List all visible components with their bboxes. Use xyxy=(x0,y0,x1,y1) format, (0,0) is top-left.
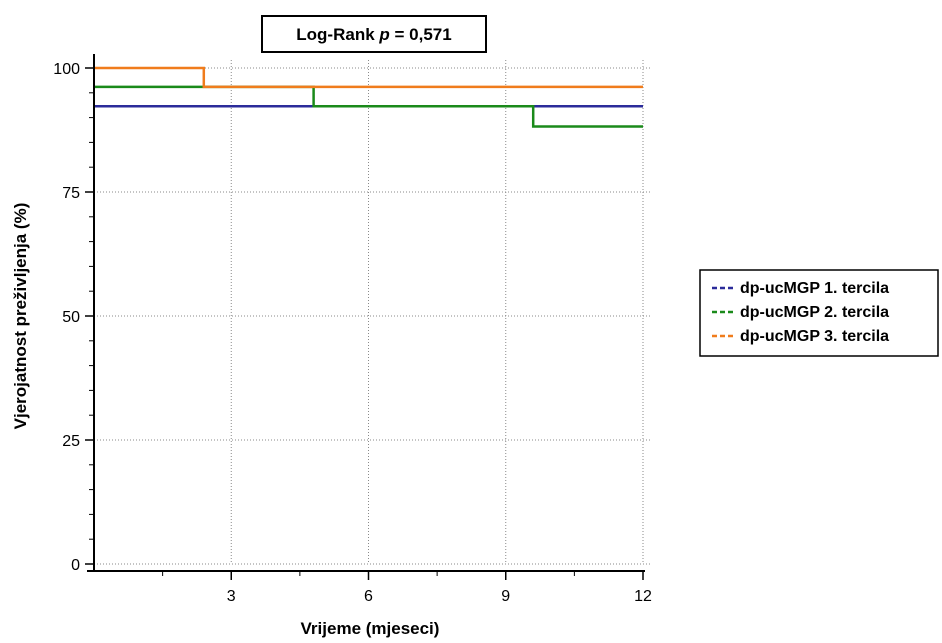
y-tick-label: 50 xyxy=(62,309,80,326)
legend-label-3: dp-ucMGP 3. tercila xyxy=(740,328,889,345)
y-tick-label: 0 xyxy=(71,557,80,574)
x-axis-title: Vrijeme (mjeseci) xyxy=(301,619,440,638)
annotation-prefix: Log-Rank xyxy=(296,25,379,44)
x-tick-label: 6 xyxy=(364,588,373,605)
y-tick-label: 25 xyxy=(62,433,80,450)
grid-layer xyxy=(94,60,651,565)
annotation-p-italic: p xyxy=(378,25,389,44)
legend-label-1: dp-ucMGP 1. tercila xyxy=(740,280,889,297)
annotation-box: Log-Rank p = 0,571 xyxy=(261,15,487,53)
annotation-text: Log-Rank p = 0,571 xyxy=(296,25,451,44)
legend-frame xyxy=(699,269,939,357)
x-tick-label: 12 xyxy=(634,588,652,605)
annotation-frame xyxy=(261,15,487,53)
x-tick-label: 9 xyxy=(501,588,510,605)
series-layer xyxy=(94,66,643,128)
x-tick-label: 3 xyxy=(227,588,236,605)
y-tick-label: 75 xyxy=(62,185,80,202)
y-axis-title: Vjerojatnost preživljenja (%) xyxy=(11,203,30,430)
legend: dp-ucMGP 1. tercila dp-ucMGP 2. tercila dp… xyxy=(699,269,939,357)
series-line-3 xyxy=(94,66,643,89)
annotation-suffix: = 0,571 xyxy=(390,25,452,44)
axes-layer: 0 25 50 75 100 3 6 9 12 xyxy=(53,54,652,605)
y-tick-label: 100 xyxy=(53,61,80,78)
legend-label-2: dp-ucMGP 2. tercila xyxy=(740,304,889,321)
